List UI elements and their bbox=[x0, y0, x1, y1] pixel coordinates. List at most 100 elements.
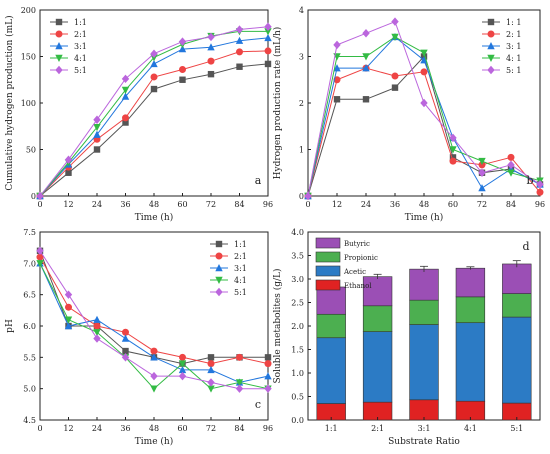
data-point-marker bbox=[236, 48, 243, 56]
legend-label: 3:1 bbox=[234, 264, 247, 273]
data-point-marker bbox=[235, 379, 244, 387]
data-point-marker bbox=[391, 17, 399, 26]
data-point-marker bbox=[65, 303, 72, 311]
bar-segment-acetic bbox=[409, 324, 439, 401]
data-point-marker bbox=[487, 18, 495, 26]
data-point-marker bbox=[64, 290, 73, 299]
data-point-marker bbox=[122, 114, 129, 122]
y-tick-label: 100 bbox=[21, 99, 36, 108]
x-tick-label: 24 bbox=[92, 424, 102, 433]
y-tick-label: 1 bbox=[299, 146, 304, 155]
data-point-marker bbox=[93, 322, 101, 330]
data-point-marker bbox=[235, 384, 244, 393]
data-point-marker bbox=[333, 40, 341, 50]
data-point-marker bbox=[264, 33, 272, 42]
data-point-marker bbox=[178, 360, 187, 368]
bar-segment-butyric bbox=[502, 263, 532, 294]
data-point-marker bbox=[179, 353, 186, 361]
legend: 1: 1 2: 1 3: 1 4: 1 5: 1 bbox=[482, 18, 521, 75]
data-point-marker bbox=[264, 384, 272, 393]
x-tick-label: 36 bbox=[120, 424, 130, 433]
data-point-marker bbox=[333, 64, 341, 72]
legend-label: 5:1 bbox=[234, 288, 247, 297]
y-tick-label: 0 bbox=[299, 192, 304, 201]
data-point-marker bbox=[36, 253, 44, 261]
data-point-marker bbox=[64, 322, 73, 330]
legend-swatch bbox=[315, 237, 341, 249]
data-point-marker bbox=[362, 53, 370, 61]
data-point-marker bbox=[207, 43, 215, 51]
bar-segment-propionic bbox=[316, 313, 346, 339]
data-point-marker bbox=[150, 353, 158, 361]
data-point-marker bbox=[362, 64, 370, 72]
data-point-marker bbox=[93, 329, 101, 337]
data-point-marker bbox=[55, 65, 63, 75]
data-point-marker bbox=[264, 60, 272, 68]
legend-swatch bbox=[315, 265, 341, 277]
legend-label: 5:1 bbox=[74, 66, 87, 75]
data-point-marker bbox=[122, 328, 129, 336]
x-tick-label: 2:1 bbox=[371, 424, 384, 433]
x-tick-label: 1:1 bbox=[325, 424, 338, 433]
series-5-1 bbox=[36, 22, 272, 201]
data-point-marker bbox=[207, 378, 215, 387]
data-point-marker bbox=[55, 30, 63, 38]
x-tick-label: 12 bbox=[63, 424, 73, 433]
data-point-marker bbox=[121, 86, 130, 94]
data-point-marker bbox=[150, 85, 158, 93]
data-point-marker bbox=[207, 354, 215, 361]
data-point-marker bbox=[478, 184, 486, 192]
legend: 1:1 2:1 3:1 4:1 5:1 bbox=[210, 240, 247, 297]
data-point-marker bbox=[55, 18, 63, 26]
data-point-marker bbox=[362, 29, 370, 38]
y-tick-label: 5.5 bbox=[23, 353, 36, 362]
x-axis-title: Time (h) bbox=[135, 436, 173, 447]
data-point-marker bbox=[420, 98, 428, 108]
data-point-marker bbox=[93, 315, 101, 323]
x-tick-label: 96 bbox=[263, 200, 273, 209]
data-point-marker bbox=[235, 25, 244, 34]
data-point-marker bbox=[236, 63, 243, 70]
y-tick-label: 7.5 bbox=[23, 228, 36, 237]
data-point-marker bbox=[178, 371, 187, 381]
y-tick-label: 150 bbox=[21, 53, 36, 62]
data-point-marker bbox=[150, 73, 158, 81]
data-point-marker bbox=[55, 54, 63, 62]
data-point-marker bbox=[507, 169, 515, 177]
x-tick-label: 72 bbox=[206, 424, 216, 433]
data-point-marker bbox=[507, 160, 515, 170]
bar-segment-acetic bbox=[455, 322, 486, 402]
x-axis-title: Time (h) bbox=[135, 212, 173, 223]
data-point-marker bbox=[391, 84, 399, 91]
data-point-marker bbox=[36, 191, 44, 201]
series-2-1 bbox=[36, 47, 272, 200]
y-tick-label: 200 bbox=[21, 6, 36, 15]
x-axis-title: Substrate Ratio bbox=[388, 437, 460, 447]
data-point-marker bbox=[215, 240, 223, 248]
data-point-marker bbox=[93, 146, 101, 153]
data-point-marker bbox=[449, 133, 457, 143]
data-point-marker bbox=[507, 153, 515, 161]
data-point-marker bbox=[449, 157, 457, 165]
panel-a: 0 50 100 150 200 0 12 24 36 48 60 72 84 96 Time (h) Cum… bbox=[4, 6, 273, 223]
data-point-marker bbox=[121, 92, 130, 100]
y-tick-label: 7.0 bbox=[23, 259, 36, 268]
data-point-marker bbox=[178, 37, 187, 46]
legend-label: 1:1 bbox=[74, 18, 87, 27]
bar-segment-butyric bbox=[362, 276, 393, 307]
x-tick-label: 48 bbox=[419, 200, 429, 209]
data-point-marker bbox=[487, 65, 495, 75]
legend-label: 3:1 bbox=[74, 42, 87, 51]
data-point-marker bbox=[362, 96, 370, 103]
legend-label: Butyric bbox=[344, 240, 370, 248]
legend-label: 4: 1 bbox=[506, 54, 521, 63]
data-point-marker bbox=[178, 45, 187, 53]
bar-segment-butyric bbox=[455, 267, 486, 298]
x-tick-label: 60 bbox=[177, 200, 187, 209]
bar-segment-ethanol bbox=[409, 399, 439, 421]
x-tick-label: 72 bbox=[206, 200, 216, 209]
data-point-marker bbox=[207, 360, 215, 368]
legend-swatch bbox=[315, 279, 341, 291]
series-1-1 bbox=[36, 60, 272, 200]
